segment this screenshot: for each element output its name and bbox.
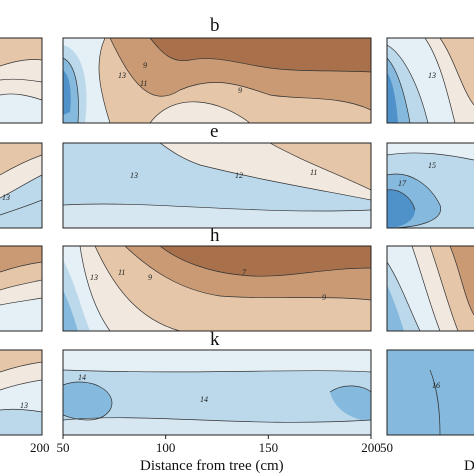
contour-label: 12 [235, 171, 243, 180]
contour-label: 7 [242, 268, 247, 277]
contour-label: 13 [130, 171, 138, 180]
x-tick-label: 150 [259, 440, 279, 455]
left-panel-3-contours [0, 246, 42, 331]
left-panel-x-tick: 200 [30, 440, 50, 455]
center-x-axis: 50 100 150 200 [57, 435, 381, 455]
panel-e-contours [63, 143, 371, 228]
contour-label: 9 [238, 86, 242, 95]
right-panel-2-frame [386, 142, 474, 229]
right-panel-3-frame [386, 245, 474, 332]
contour-label: 16 [432, 381, 440, 390]
right-panel-x-tick: 50 [380, 440, 393, 455]
contour-label: 11 [118, 268, 125, 277]
right-panel-1-contours [387, 38, 474, 123]
x-axis-title: Distance from tree (cm) [140, 458, 284, 474]
panel-b-contours [63, 38, 371, 123]
panel-letter-e: e [210, 121, 218, 142]
contour-label: 11 [310, 168, 317, 177]
contour-label: 9 [148, 273, 152, 282]
panel-h-contours [63, 246, 371, 331]
contour-label: 13 [118, 71, 126, 80]
contour-label: 17 [398, 179, 407, 188]
panel-letter-b: b [210, 15, 220, 36]
panel-letter-k: k [210, 329, 220, 350]
contour-label: 14 [200, 395, 208, 404]
panel-letter-h: h [210, 225, 220, 246]
contour-label: 13 [2, 193, 10, 202]
panel-h-frame [62, 245, 372, 332]
right-panel-1-frame [386, 37, 474, 124]
x-tick-label: 50 [57, 440, 70, 455]
contour-label: 13 [90, 273, 98, 282]
left-panel-2-contours [0, 143, 42, 228]
x-tick-label: 200 [361, 440, 381, 455]
left-panel-3-frame [0, 245, 43, 332]
right-panel-2-contours [387, 143, 474, 228]
contour-label: 9 [143, 61, 147, 70]
panel-k-frame [62, 349, 372, 436]
left-panel-2-frame [0, 142, 43, 229]
contour-label: 14 [78, 373, 86, 382]
right-panel-4-frame [386, 349, 474, 436]
contour-label: 13 [428, 71, 436, 80]
contour-label: 15 [428, 161, 436, 170]
left-panel-4-contours [0, 350, 42, 435]
contour-label: 11 [140, 79, 147, 88]
right-panel-4-contours [387, 350, 474, 435]
panel-e-frame [62, 142, 372, 229]
left-panel-4-frame [0, 349, 43, 436]
x-tick-label: 100 [156, 440, 176, 455]
contour-label: 13 [20, 401, 28, 410]
contour-label: 9 [322, 293, 326, 302]
cut-off-right-text: D [464, 458, 474, 474]
panel-k-contours [63, 350, 371, 435]
left-panel-1-contours [0, 38, 42, 123]
right-panel-3-contours [387, 246, 474, 331]
panel-b-frame [62, 37, 372, 124]
left-panel-1-frame [0, 37, 43, 124]
